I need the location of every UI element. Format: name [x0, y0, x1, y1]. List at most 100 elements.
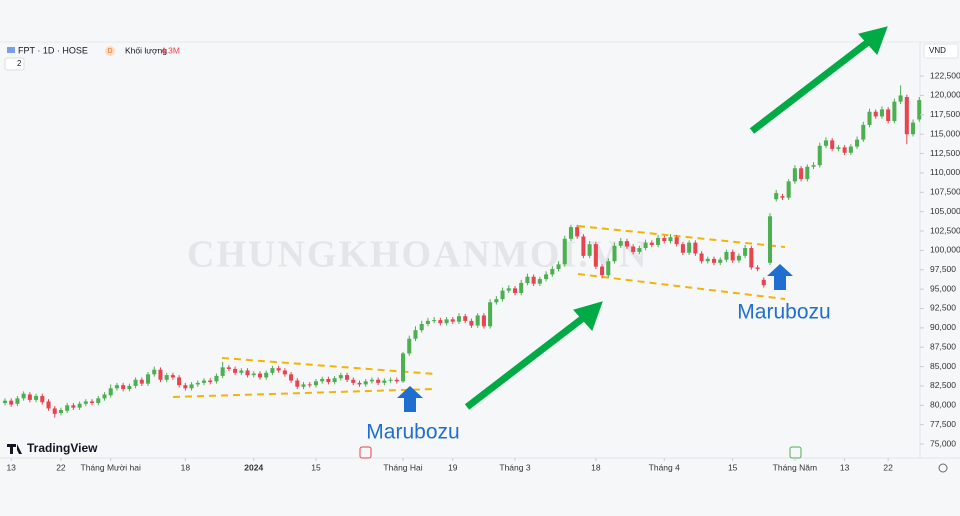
candle-body: [276, 368, 281, 371]
candle-body: [388, 379, 393, 381]
candle-body: [699, 253, 704, 262]
candle-body: [637, 248, 642, 252]
candle-body: [369, 379, 374, 382]
x-tick-label: Tháng Năm: [773, 462, 817, 472]
candle-body: [65, 405, 70, 411]
candle-body: [102, 394, 107, 399]
candle-body: [432, 320, 437, 322]
candle-body: [52, 408, 57, 414]
candle-body: [556, 264, 561, 269]
event-icon[interactable]: [359, 446, 372, 459]
candle-body: [749, 248, 754, 268]
pattern-lines: [172, 225, 786, 398]
candle-body: [792, 168, 797, 182]
y-tick-label: 117,500: [930, 109, 960, 119]
candle-body: [481, 315, 486, 327]
candle-body: [320, 378, 325, 382]
candle-body: [662, 237, 667, 242]
x-tick-label: 22: [56, 462, 66, 472]
candle-body: [724, 251, 729, 260]
settings-icon[interactable]: [938, 463, 948, 473]
candle-body: [680, 244, 685, 253]
candle-body: [544, 274, 549, 280]
y-tick-label: 105,000: [930, 206, 960, 216]
candle-body: [873, 111, 878, 117]
candle-body: [668, 237, 673, 242]
candle-body: [469, 320, 474, 326]
candle-body: [879, 109, 884, 117]
y-tick-label: 80,000: [930, 400, 956, 410]
candle-body: [220, 367, 225, 376]
candle-body: [264, 372, 269, 378]
candle-body: [631, 246, 636, 252]
candle-body: [9, 400, 14, 405]
candle-body: [27, 394, 32, 400]
candle-body: [108, 388, 113, 396]
x-tick-label: Tháng 4: [649, 462, 680, 472]
candle-body: [289, 374, 294, 381]
candle-body: [693, 242, 698, 254]
x-tick-label: Tháng 3: [499, 462, 530, 472]
candle-body: [121, 385, 126, 390]
x-tick-label: 15: [728, 462, 738, 472]
candle-body: [761, 279, 766, 286]
x-tick-label: Tháng Hai: [383, 462, 422, 472]
candle-body: [183, 385, 188, 389]
candle-body: [77, 403, 82, 408]
candle-body: [251, 373, 256, 376]
candle-body: [152, 369, 157, 375]
candle-body: [606, 261, 611, 276]
brand-logo: [7, 444, 22, 454]
y-tick-label: 97,500: [930, 264, 956, 274]
candle-body: [475, 315, 480, 326]
candle-body: [419, 323, 424, 331]
candle-body: [376, 379, 381, 383]
candle-body: [736, 255, 741, 261]
candle-body: [413, 330, 418, 339]
event-icon[interactable]: [789, 446, 802, 459]
y-tick-label: 90,000: [930, 322, 956, 332]
trend-arrows: [464, 26, 888, 410]
up-arrow: [397, 386, 423, 412]
candle-body: [407, 338, 412, 354]
x-tick-label: 2024: [244, 462, 263, 472]
candle-body: [456, 316, 462, 322]
candle-body: [643, 242, 648, 249]
candle-body: [774, 193, 779, 200]
x-tick-label: 18: [181, 462, 191, 472]
candle-body: [239, 370, 244, 373]
indicator-toggle[interactable]: [4, 57, 25, 71]
trend-line: [172, 388, 436, 398]
candle-body: [743, 248, 748, 256]
symbol-icon: [7, 47, 15, 53]
y-tick-label: 75,000: [930, 438, 956, 448]
candle-body: [892, 101, 897, 122]
candle-body: [718, 259, 723, 263]
candle-body: [531, 276, 536, 284]
candle-body: [345, 375, 350, 380]
candle-body: [848, 146, 853, 153]
candle-body: [593, 244, 598, 267]
volume-label: Khối lượng: [125, 45, 167, 55]
x-tick-label: 19: [448, 462, 458, 472]
x-tick-label: 13: [840, 462, 850, 472]
candle-body: [550, 268, 555, 275]
y-tick-label: 92,500: [930, 303, 956, 313]
y-tick-label: 115,000: [930, 128, 960, 138]
candle-body: [83, 401, 88, 404]
interval-badge-bg: [105, 46, 115, 56]
candle-body: [195, 382, 200, 385]
candle-body: [46, 401, 51, 409]
candle-body: [562, 238, 567, 265]
annotation: Marubozu: [737, 301, 830, 324]
candle-body: [226, 367, 231, 369]
indicator-count: 2: [17, 59, 22, 68]
y-tick-label: 120,000: [930, 90, 960, 100]
candle-body: [58, 409, 63, 414]
arrow-head: [858, 26, 888, 55]
candle-body: [21, 393, 26, 399]
currency-box[interactable]: [923, 43, 959, 59]
candle-body: [313, 381, 318, 386]
candle-body: [394, 379, 399, 382]
